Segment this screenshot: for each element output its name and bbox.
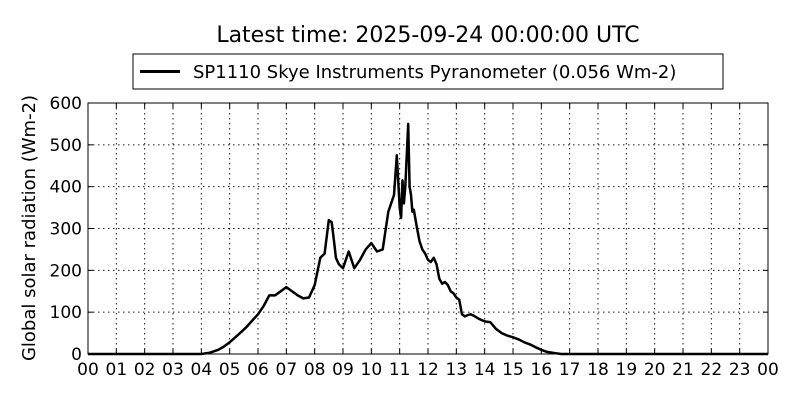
x-tick-label: 22 [701, 360, 723, 380]
x-tick-label: 07 [276, 360, 298, 380]
y-tick-label: 100 [50, 303, 82, 323]
x-tick-label: 11 [389, 360, 411, 380]
x-tick-label: 23 [729, 360, 751, 380]
chart-title: Latest time: 2025-09-24 00:00:00 UTC [216, 23, 639, 48]
x-tick-label: 06 [247, 360, 269, 380]
x-tick-label: 18 [587, 360, 609, 380]
x-tick-label: 21 [672, 360, 694, 380]
axis-ticks: 00 01 02 03 04 05 06 07 08 09 10 11 12 13 14 15 16 17 18 19… [50, 94, 779, 380]
x-tick-label: 10 [361, 360, 383, 380]
series-line [88, 122, 768, 356]
x-tick-label: 00 [77, 360, 99, 380]
legend: SP1110 Skye Instruments Pyranometer (0.0… [132, 53, 724, 90]
x-tick-label: 20 [644, 360, 666, 380]
x-tick-label: 01 [106, 360, 128, 380]
y-tick-label: 600 [50, 94, 82, 114]
x-tick-label: 16 [531, 360, 553, 380]
y-tick-label: 300 [50, 220, 82, 240]
x-tick-label: 02 [134, 360, 156, 380]
y-axis-label: Global solar radiation (Wm-2) [19, 95, 40, 361]
x-tick-label: 08 [304, 360, 326, 380]
x-tick-label: 00 [757, 360, 779, 380]
x-tick-label: 17 [559, 360, 581, 380]
x-tick-label: 05 [219, 360, 241, 380]
series-group [88, 122, 768, 356]
x-tick-label: 12 [417, 360, 439, 380]
x-tick-label: 13 [446, 360, 468, 380]
x-tick-label: 14 [474, 360, 496, 380]
x-tick-label: 04 [191, 360, 213, 380]
legend-label: SP1110 Skye Instruments Pyranometer (0.0… [193, 62, 676, 83]
legend-box [132, 53, 724, 90]
y-tick-label: 200 [50, 261, 82, 281]
y-tick-label: 0 [71, 345, 82, 365]
x-tick-label: 15 [502, 360, 524, 380]
plot-area-frame [87, 102, 769, 355]
grid [88, 103, 768, 354]
y-tick-label: 500 [50, 136, 82, 156]
x-tick-label: 09 [332, 360, 354, 380]
x-tick-label: 19 [616, 360, 638, 380]
x-tick-label: 03 [162, 360, 184, 380]
y-tick-label: 400 [50, 178, 82, 198]
